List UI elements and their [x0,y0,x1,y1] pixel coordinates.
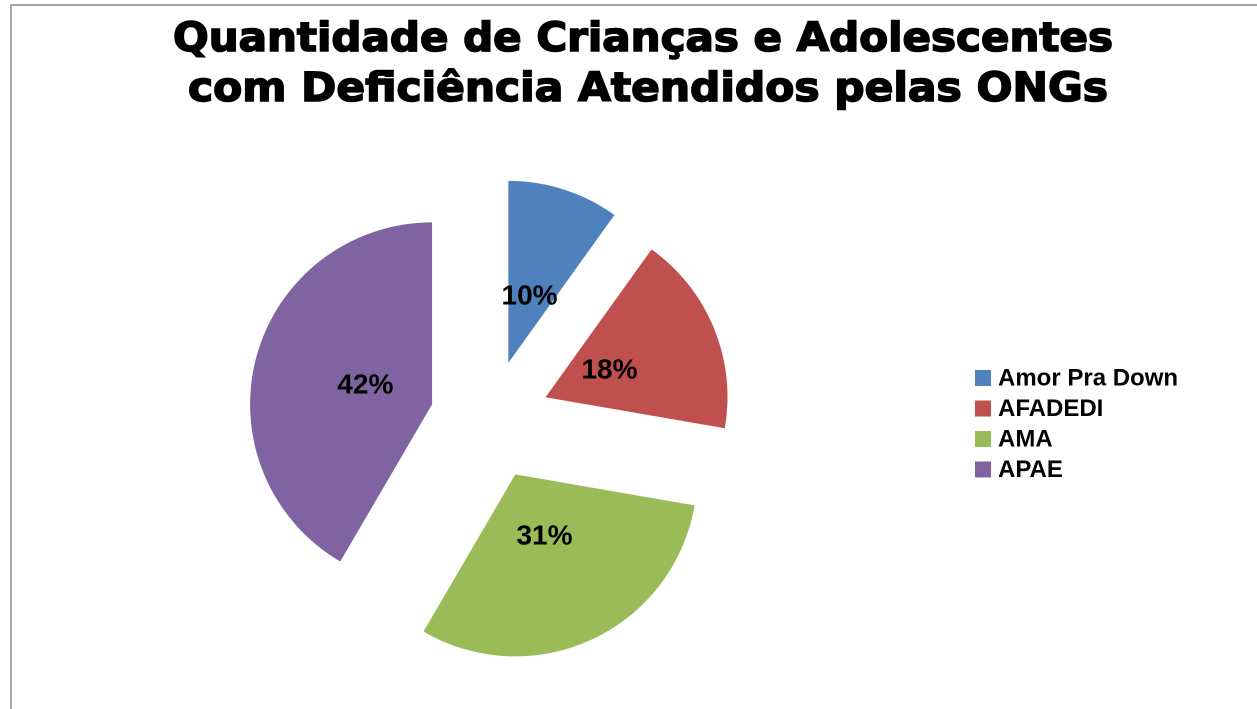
chart-title: Quantidade de Crianças e Adolescentes [173,15,1113,61]
pie-slice [250,222,433,562]
legend-label: Amor Pra Down [998,364,1178,391]
pie-slice [423,474,695,657]
legend-swatch [975,431,991,447]
legend-swatch [975,370,991,386]
pie-slice [508,180,615,363]
legend-label: AFADEDI [998,395,1103,422]
data-label: 31% [516,519,572,550]
pie-slice [545,249,728,429]
legend-label: APAE [998,456,1063,483]
data-label: 42% [337,369,393,400]
legend-label: AMA [998,425,1053,452]
chart-title: com Deficiência Atendidos pelas ONGs [188,65,1108,111]
data-label: 10% [502,279,558,310]
legend-swatch [975,400,991,417]
data-label: 18% [581,353,637,384]
legend-swatch [975,461,991,478]
